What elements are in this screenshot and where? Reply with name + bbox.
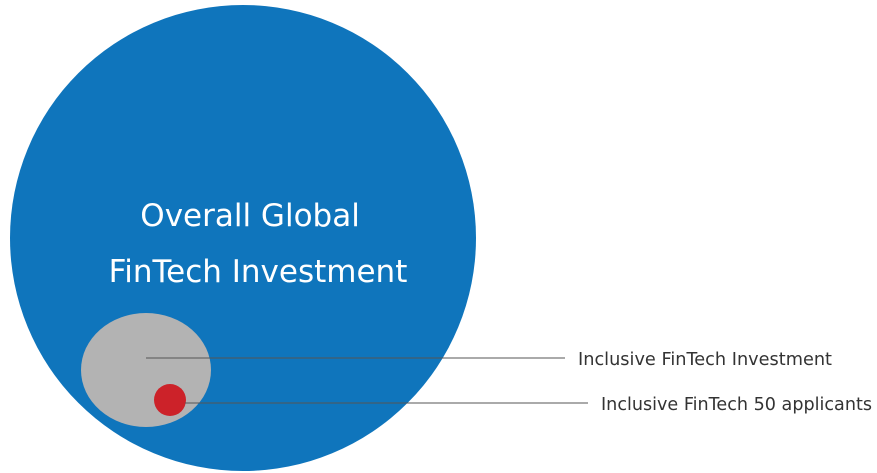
inclusive-investment-label: Inclusive FinTech Investment xyxy=(578,349,832,370)
inclusive-investment-circle xyxy=(81,313,211,427)
overall-investment-label-line-1: Overall Global xyxy=(140,198,360,234)
applicants-label: Inclusive FinTech 50 applicants xyxy=(601,394,872,415)
overall-investment-label-line-2: FinTech Investment xyxy=(109,254,408,290)
applicants-circle xyxy=(154,384,186,416)
overall-investment-circle xyxy=(10,5,476,471)
overall-investment-label: Overall Global FinTech Investment xyxy=(109,198,408,290)
